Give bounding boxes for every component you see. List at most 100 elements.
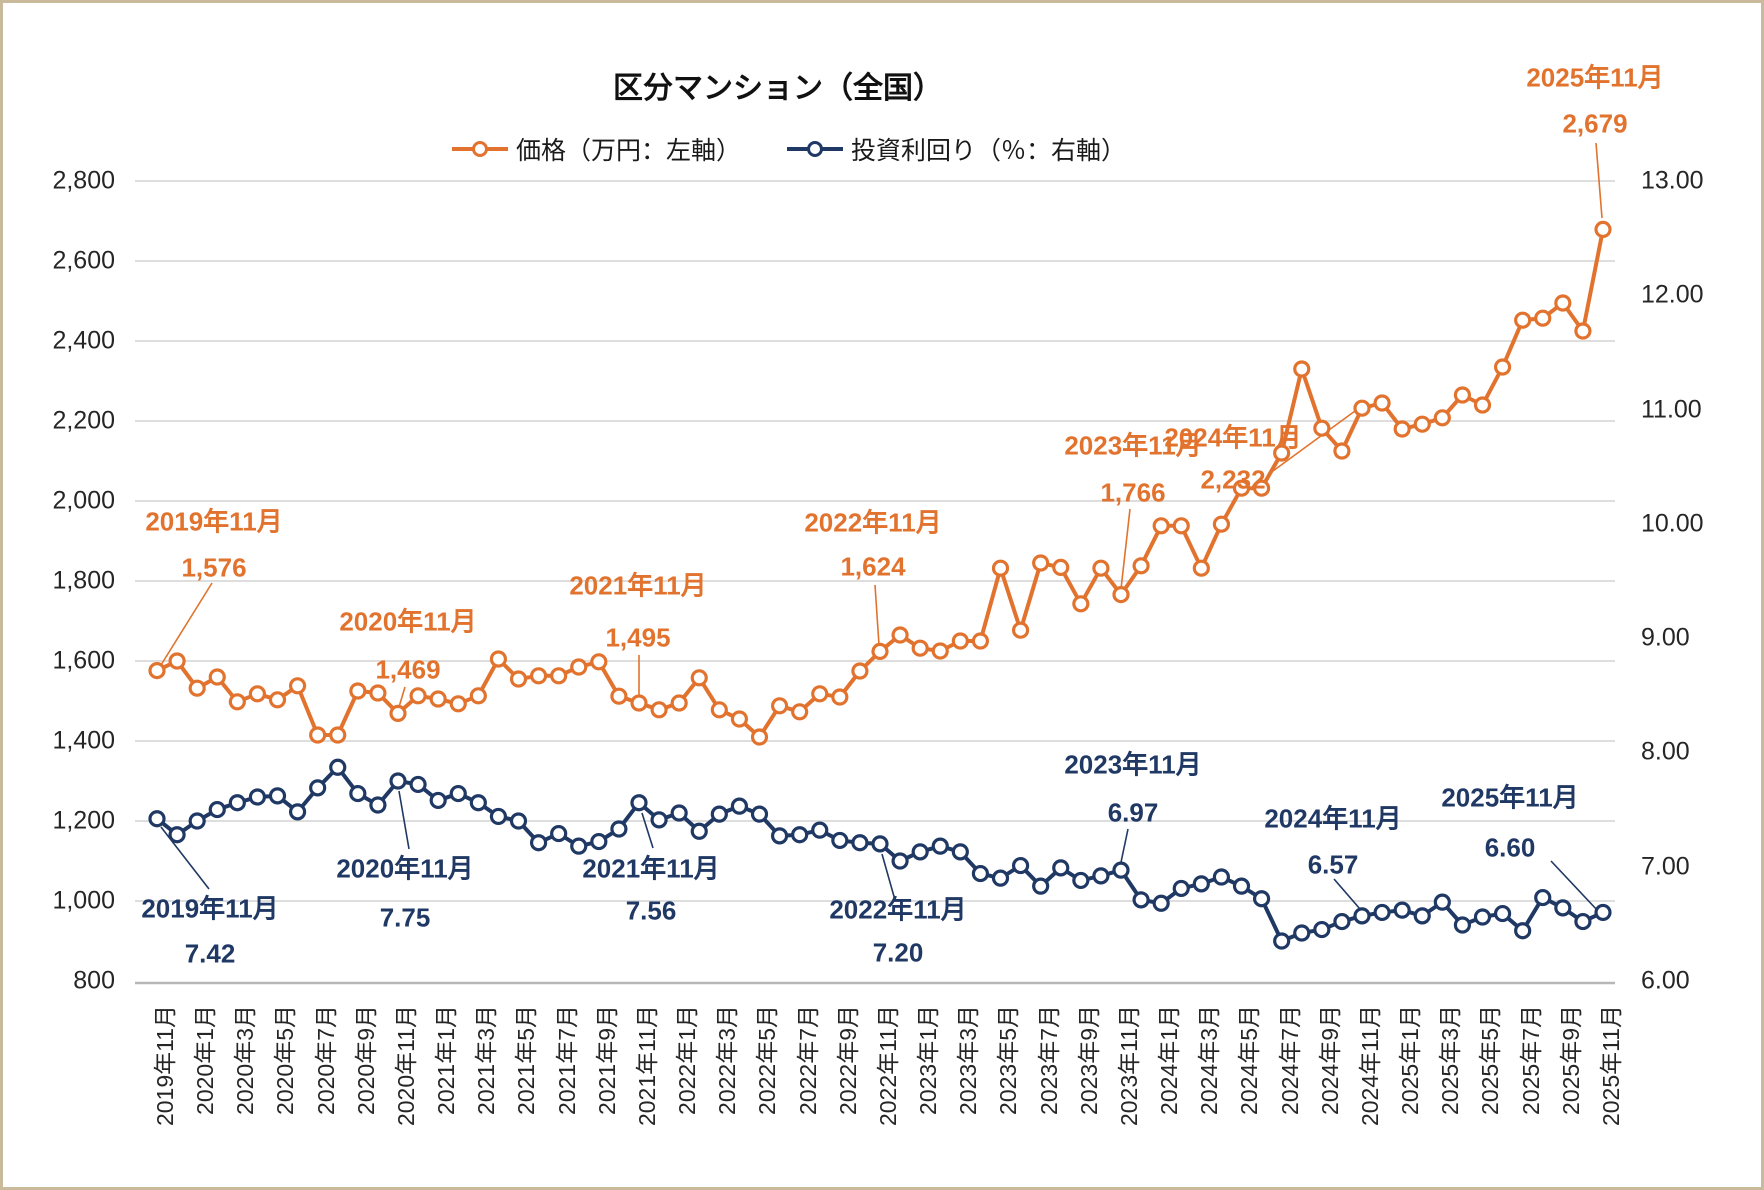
legend-marker-icon [787,141,843,157]
y-axis-label-left: 2,000 [52,486,115,515]
annotation-leader [1595,142,1603,219]
price-point [831,688,849,706]
price-point [1052,558,1070,577]
yield-point [750,805,769,823]
y-axis-label-right: 7.00 [1641,852,1690,881]
price-point [550,667,568,685]
price-point [1353,399,1371,417]
x-axis-label: 2024年5月 [1228,1005,1262,1187]
price-point [1313,419,1331,437]
price-point [529,667,548,685]
price-point [590,653,608,671]
x-axis-label: 2021年11月 [626,1005,660,1187]
price-point [1333,442,1351,460]
yield-point [1413,907,1431,925]
yield-point [590,832,608,851]
yield-point [288,803,307,821]
price-point [148,661,166,680]
x-axis-label: 2022年7月 [787,1005,821,1187]
x-axis-label-text: 2021年5月 [513,1005,540,1115]
price-point [1534,309,1552,327]
annotation-leader [881,853,896,901]
price-point [168,652,186,670]
price-point [509,670,528,688]
annotation-leader [398,686,406,708]
annotation-value: 7.42 [184,938,236,969]
yield-point [168,826,186,844]
yield-point [1172,879,1190,898]
yield-point [1473,908,1492,926]
x-axis-label-text: 2019年11月 [152,1005,178,1127]
price-point [1032,554,1050,572]
x-axis-label-text: 2023年11月 [1115,1005,1142,1127]
yield-point [429,791,447,810]
price-point [891,626,909,644]
annotation-value: 6.60 [1484,832,1536,863]
annotation-leader [1272,410,1356,472]
annotation-date: 2020年11月 [339,606,477,637]
annotation-date: 2023年11月 [1064,749,1202,780]
price-point [288,677,307,695]
x-axis-label-text: 2024年3月 [1196,1005,1223,1115]
x-axis-label-text: 2021年9月 [593,1005,620,1115]
x-axis-label-text: 2020年5月 [272,1005,299,1115]
yield-point [710,805,728,823]
y-axis-label-right: 12.00 [1641,280,1704,309]
price-point [1293,360,1311,378]
annotation-value: 1,469 [375,654,441,685]
x-axis-label-text: 2020年1月 [192,1005,219,1115]
price-point [1413,415,1431,433]
x-axis-label-text: 2025年5月 [1477,1005,1504,1115]
chart-title: 区分マンション（全国） [613,72,943,105]
yield-point [871,835,889,853]
y-axis-label-right: 6.00 [1641,966,1690,995]
yield-point [469,794,487,812]
price-point [610,687,628,705]
x-axis-label-text: 2025年9月 [1557,1005,1584,1115]
price-point [369,684,387,702]
price-point [871,642,889,661]
x-axis-label-text: 2020年3月 [232,1005,259,1115]
price-point [409,687,427,705]
price-point [1554,294,1572,312]
yield-point [951,843,969,861]
yield-point [369,796,387,814]
yield-point [1433,893,1451,911]
annotation-date: 2024年11月 [1264,803,1402,834]
price-point [991,559,1010,577]
x-axis-label: 2020年3月 [224,1005,258,1187]
x-axis-label: 2024年3月 [1188,1005,1222,1187]
x-axis-label: 2023年1月 [907,1005,941,1187]
x-axis-label: 2025年1月 [1389,1005,1423,1187]
y-axis-label-left: 2,400 [52,326,115,355]
yield-point [389,772,407,790]
x-axis-label-text: 2021年11月 [633,1005,660,1127]
annotation-value: 7.56 [625,895,677,926]
annotation-leader [398,790,410,850]
y-axis-label-right: 9.00 [1641,623,1690,652]
yield-point [529,834,548,852]
x-axis-label: 2022年9月 [827,1005,861,1187]
yield-point [1574,912,1592,931]
annotation-value: 7.20 [872,937,924,968]
legend-label: 価格（万円：左軸） [515,137,741,165]
y-axis-label-right: 10.00 [1641,509,1704,538]
annotation-date: 2022年11月 [829,894,967,925]
x-axis-label: 2020年9月 [345,1005,379,1187]
x-axis-label: 2021年5月 [505,1005,539,1187]
x-axis-label-text: 2023年1月 [915,1005,942,1115]
x-axis-label: 2025年11月 [1590,1005,1624,1187]
x-axis-label: 2025年5月 [1469,1005,1503,1187]
price-point [1453,386,1472,404]
x-axis-label: 2020年7月 [305,1005,339,1187]
y-axis-label-left: 1,600 [52,646,115,675]
yield-point [1353,907,1371,925]
annotation-date: 2025年11月 [1441,782,1579,813]
yield-point [991,869,1010,887]
plot-area [135,142,1615,985]
x-axis-label: 2019年11月 [144,1005,178,1187]
yield-point [1293,924,1311,942]
x-axis-label-text: 2022年5月 [754,1005,781,1115]
annotation-value: 2,232 [1200,464,1266,495]
yield-point [248,788,267,806]
